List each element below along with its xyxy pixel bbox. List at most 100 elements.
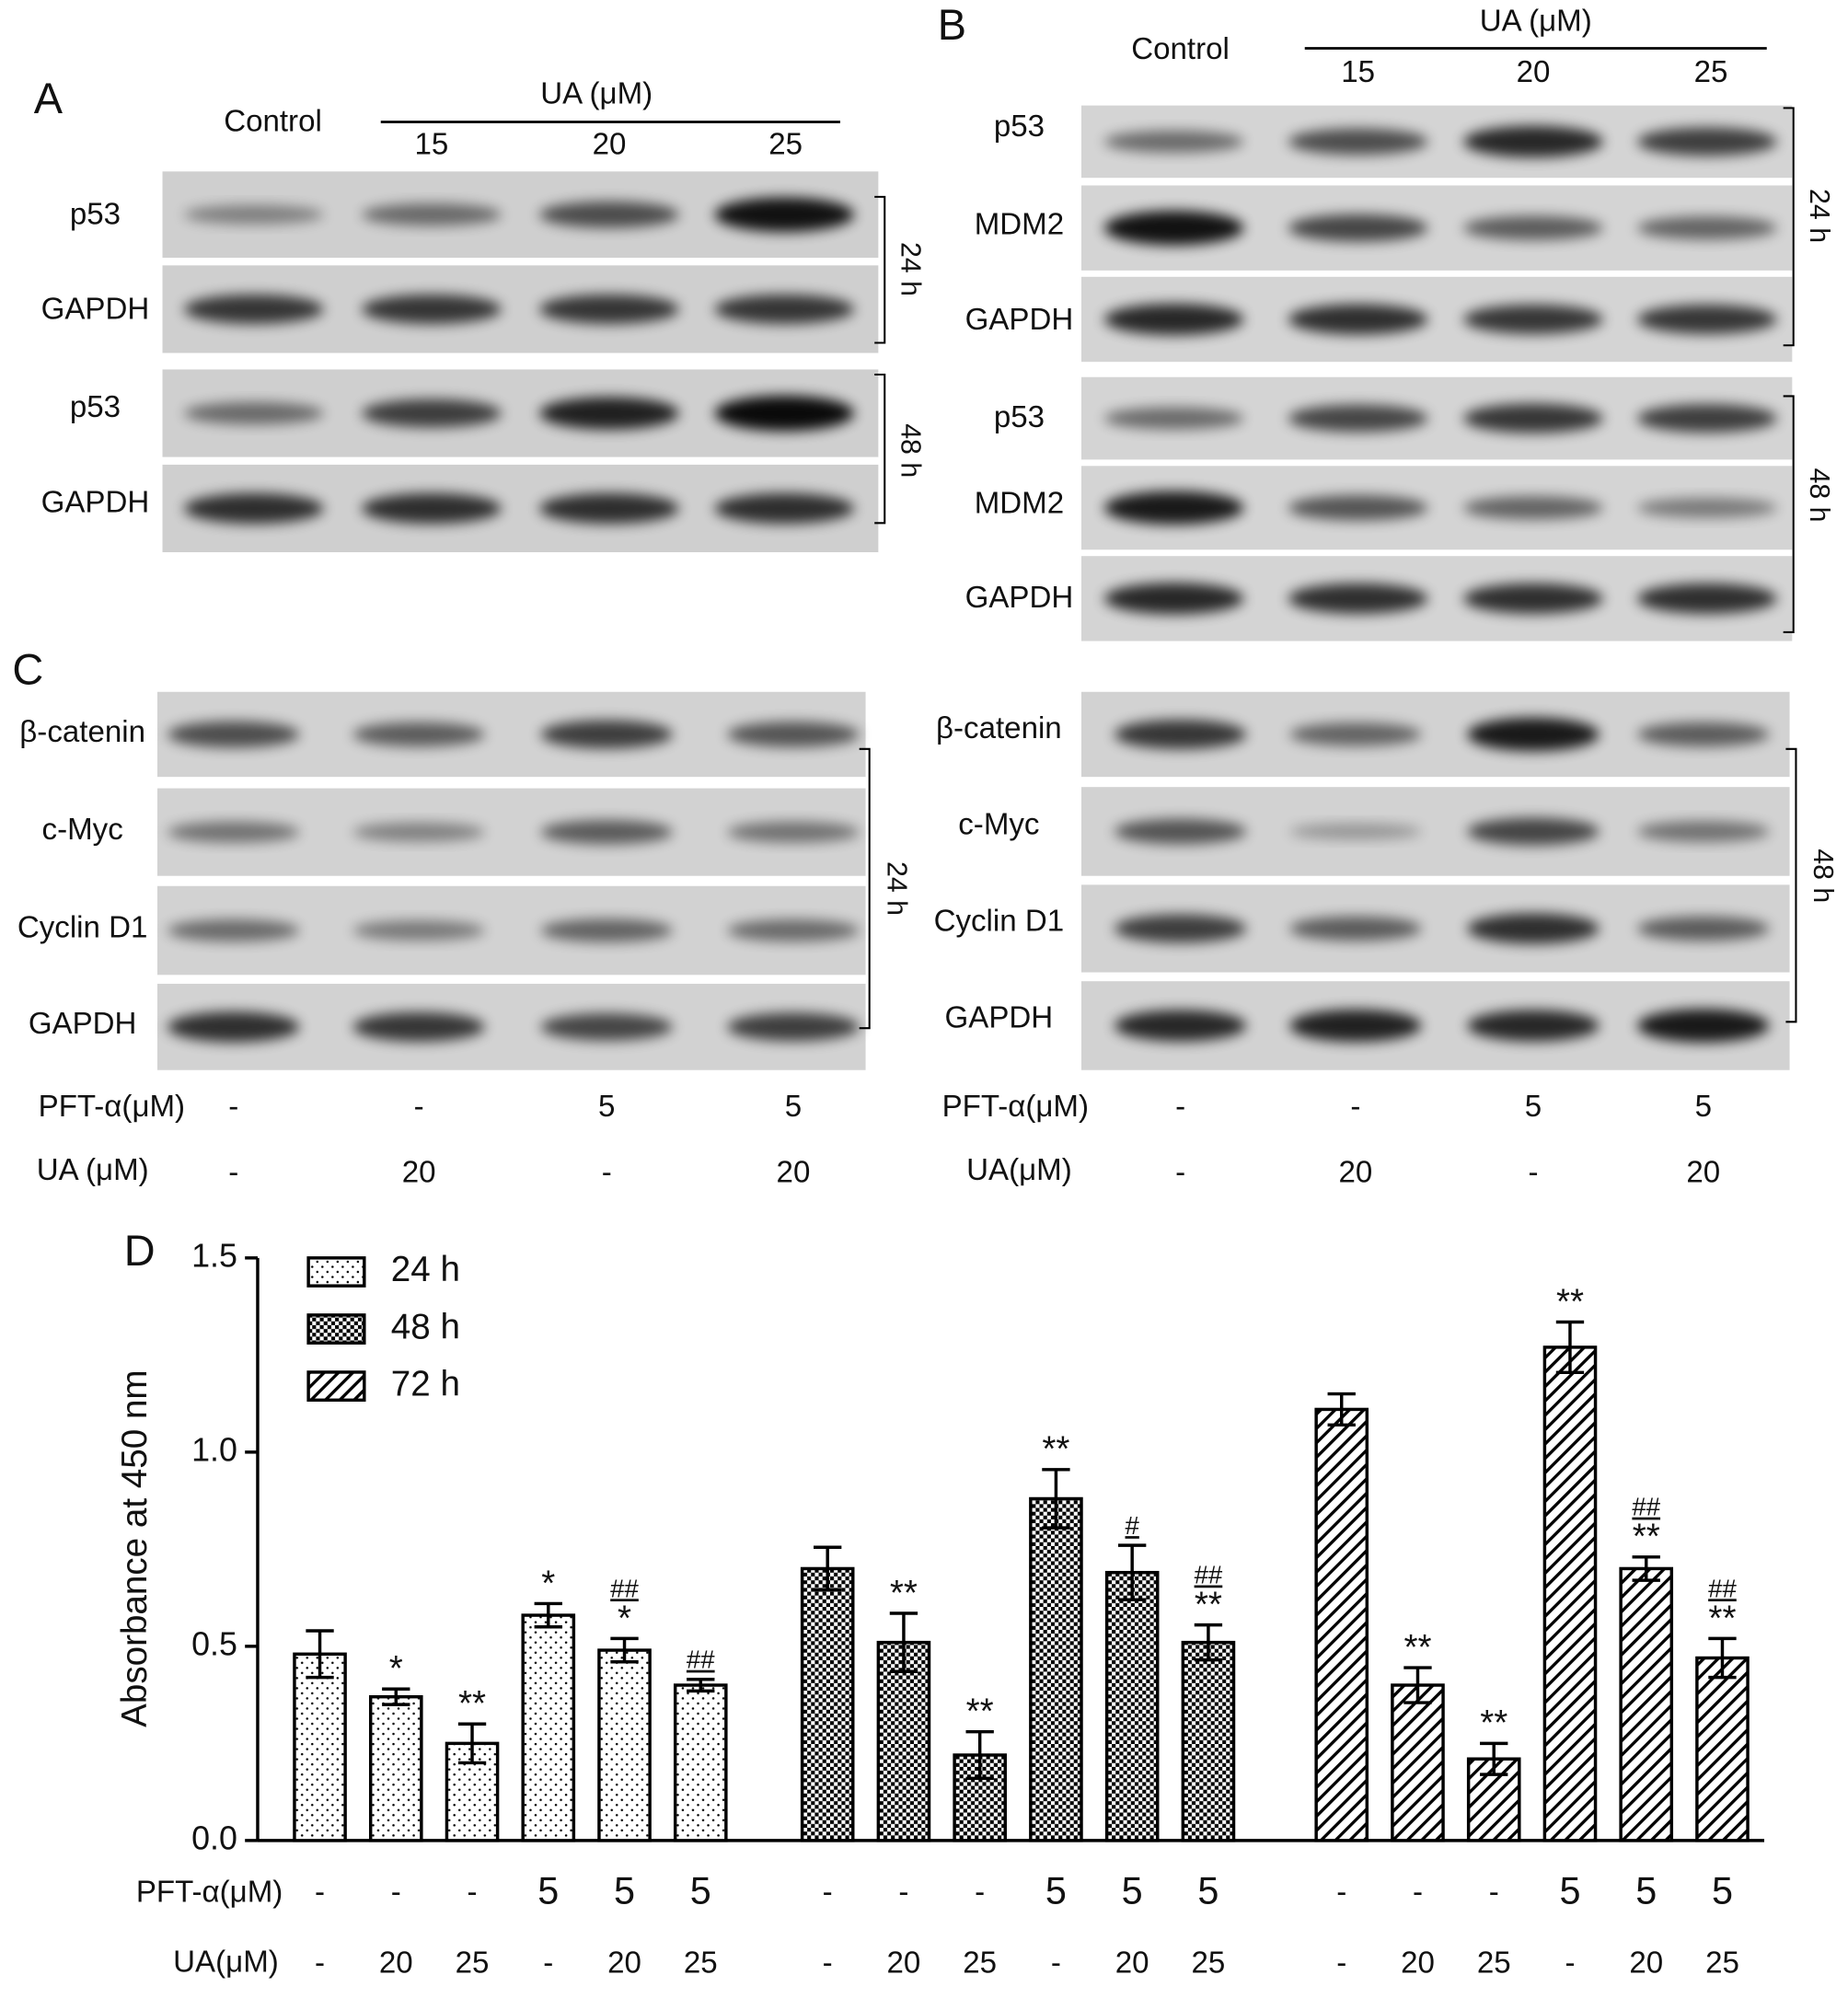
- header-treatment: UA (μM): [540, 76, 653, 110]
- error-bar: [687, 1677, 715, 1693]
- blot-band: [727, 918, 860, 942]
- blot-band: [727, 722, 860, 747]
- error-bar: [1118, 1543, 1147, 1601]
- blot-band: [539, 397, 679, 430]
- significance-mark: **: [890, 1574, 918, 1613]
- row-label: GAPDH: [945, 1000, 1054, 1034]
- pft-value: 5: [614, 1870, 635, 1912]
- pft-value: 5: [785, 1090, 802, 1124]
- time-label: 24 h: [1804, 189, 1834, 243]
- legend-label: 72 h: [391, 1364, 460, 1403]
- row-label: MDM2: [975, 487, 1064, 521]
- dose-label: 20: [1517, 55, 1551, 89]
- y-axis-title: Absorbance at 450 nm: [115, 1369, 155, 1727]
- bar: [1391, 1683, 1445, 1842]
- blot-band: [183, 294, 324, 324]
- panel-label: D: [124, 1227, 156, 1275]
- pft-value: -: [1175, 1090, 1185, 1124]
- legend-label: 24 h: [391, 1250, 460, 1289]
- row-label: c-Myc: [42, 813, 123, 847]
- blot-band: [183, 401, 324, 425]
- pft-value: 5: [1712, 1870, 1733, 1912]
- blot-band: [1467, 717, 1600, 752]
- pft-value: 5: [1122, 1870, 1143, 1912]
- row-label: p53: [70, 197, 121, 231]
- blot-band: [183, 204, 324, 225]
- y-tick-label: 1.0: [191, 1431, 237, 1468]
- row-label: p53: [70, 390, 121, 424]
- blot-band: [352, 822, 485, 842]
- ua-value: 20: [777, 1156, 811, 1190]
- pft-value: -: [391, 1876, 401, 1910]
- error-bar: [610, 1636, 639, 1664]
- blot-band: [1103, 583, 1244, 615]
- error-bar: [534, 1601, 562, 1629]
- bar: [876, 1640, 931, 1842]
- blot-band: [1288, 214, 1428, 242]
- bar: [1181, 1640, 1236, 1842]
- bar: [521, 1613, 576, 1842]
- pft-value: -: [898, 1876, 908, 1910]
- error-bar: [1555, 1320, 1585, 1375]
- blot-band: [1289, 916, 1422, 941]
- blot-band: [1114, 914, 1247, 943]
- blot-band: [539, 294, 679, 324]
- blot-band: [1637, 304, 1777, 334]
- pft-value: -: [228, 1090, 238, 1124]
- row-label: GAPDH: [41, 485, 150, 519]
- bar: [368, 1694, 423, 1842]
- blot-band: [167, 721, 300, 748]
- significance-mark: ##: [687, 1646, 715, 1674]
- bar: [673, 1683, 728, 1842]
- blot-band: [1463, 496, 1603, 520]
- pft-value: -: [1413, 1876, 1423, 1910]
- ua-value: 25: [963, 1946, 997, 1981]
- significance-mark: *: [541, 1564, 555, 1603]
- blot-band: [167, 821, 300, 843]
- significance-mark: *: [389, 1649, 403, 1689]
- ua-value: 20: [887, 1946, 921, 1981]
- row-label: Cyclin D1: [17, 910, 148, 944]
- blot-band: [1103, 303, 1244, 336]
- bracket: [1783, 395, 1795, 633]
- dose-label: 25: [1694, 55, 1728, 89]
- time-label: 48 h: [1808, 849, 1838, 903]
- ua-value: -: [602, 1156, 612, 1190]
- pft-value: 5: [598, 1090, 615, 1124]
- panel-label: C: [12, 645, 43, 693]
- ua-value: -: [228, 1156, 238, 1190]
- pft-value: 5: [1635, 1870, 1657, 1912]
- y-tick-label: 1.5: [191, 1237, 237, 1274]
- blot-band: [1637, 1009, 1770, 1043]
- blot-band: [1288, 404, 1428, 433]
- blot-band: [1463, 125, 1603, 158]
- error-bar: [1403, 1666, 1432, 1704]
- blot-band: [1114, 1010, 1247, 1042]
- significance-mark: **: [1556, 1282, 1584, 1322]
- blot-band: [167, 918, 300, 942]
- blot-band: [539, 201, 679, 228]
- bracket: [874, 373, 886, 525]
- pft-value: 5: [690, 1870, 711, 1912]
- blot-band: [1467, 913, 1600, 944]
- blot-band: [714, 492, 855, 525]
- row-label: β-catenin: [936, 711, 1062, 745]
- significance-mark: **: [1403, 1628, 1431, 1668]
- ua-value: -: [1336, 1946, 1346, 1981]
- row-label: GAPDH: [29, 1007, 137, 1041]
- significance-mark: ##: [1195, 1561, 1223, 1589]
- pft-value: -: [468, 1876, 478, 1910]
- bracket: [1783, 107, 1795, 347]
- blot-band: [352, 919, 485, 941]
- blot-band: [352, 722, 485, 747]
- y-tick-label: 0.0: [191, 1819, 237, 1856]
- row-label: GAPDH: [965, 581, 1074, 615]
- pft-row-label: PFT-α(μM): [942, 1090, 1089, 1124]
- time-label: 48 h: [1804, 468, 1834, 522]
- error-bar: [306, 1629, 334, 1680]
- bar: [1104, 1570, 1160, 1842]
- ua-value: 20: [1115, 1946, 1149, 1981]
- error-bar: [1194, 1623, 1223, 1662]
- ua-value: -: [315, 1946, 325, 1981]
